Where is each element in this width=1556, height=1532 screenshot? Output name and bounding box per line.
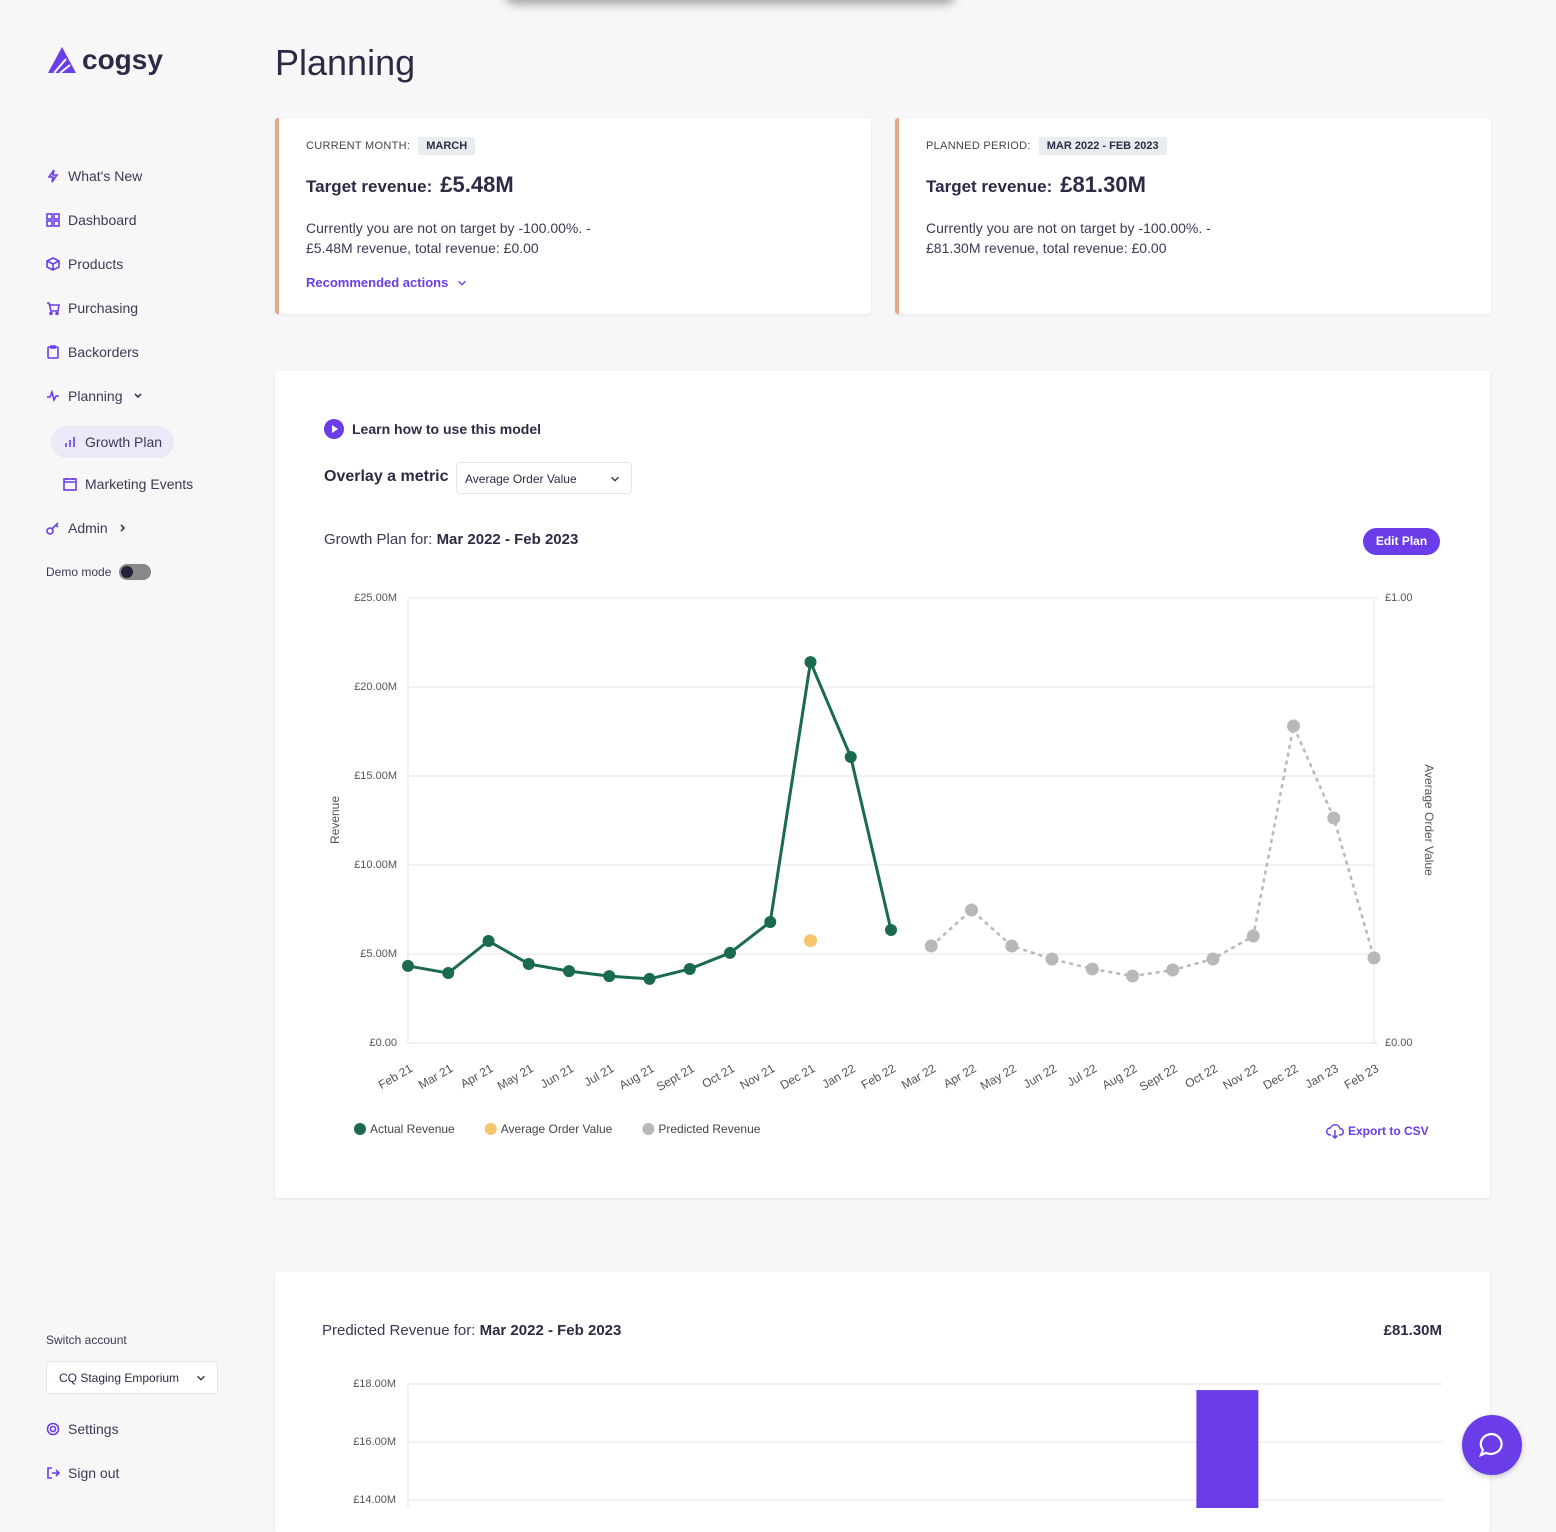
overlay-select[interactable]: Average Order Value [456, 462, 632, 494]
learn-link[interactable]: Learn how to use this model [324, 419, 541, 439]
overlay-value: Average Order Value [465, 472, 577, 486]
nav-label: Sign out [68, 1465, 120, 1481]
title-prefix: Predicted Revenue for: [322, 1322, 476, 1339]
toggle[interactable] [119, 564, 152, 580]
target-row: Target revenue: £81.30M [926, 172, 1146, 198]
account-name: CQ Staging Emporium [59, 1371, 180, 1385]
nav-label: Backorders [68, 344, 139, 360]
card-badge: MARCH [418, 137, 476, 155]
nav-label: Products [68, 256, 124, 272]
card-text: Currently you are not on target by -100.… [306, 218, 591, 258]
nav-item[interactable]: Planning [46, 388, 145, 404]
nav-item[interactable]: Products [46, 256, 123, 272]
target-label: Target revenue: [926, 177, 1053, 196]
nav-item[interactable]: Marketing Events [63, 476, 193, 492]
card-text: Currently you are not on target by -100.… [926, 218, 1211, 258]
nav-label: Planning [68, 388, 123, 404]
nav-item[interactable]: Admin [46, 520, 130, 536]
title-prefix: Growth Plan for: [324, 531, 433, 548]
nav-label: What's New [68, 168, 143, 184]
learn-label: Learn how to use this model [352, 421, 542, 437]
nav-label: Admin [68, 520, 108, 536]
card-line: Currently you are not on target by -100.… [306, 220, 591, 236]
export-label: Export to CSV [1348, 1124, 1429, 1138]
brand[interactable]: cogsy [46, 44, 163, 76]
logo [48, 47, 76, 74]
predicted-total: £81.30M [1383, 1322, 1442, 1339]
card-badge: MAR 2022 - FEB 2023 [1038, 137, 1167, 155]
target-value: £5.48M [440, 172, 514, 197]
nav-item[interactable]: Sign out [46, 1465, 119, 1481]
demo-label: Demo mode [46, 565, 112, 579]
target-card: PLANNED PERIOD: MAR 2022 - FEB 2023 Targe… [895, 118, 1491, 314]
card-line: £81.30M revenue, total revenue: £0.00 [926, 240, 1167, 256]
edit-plan-button[interactable]: Edit Plan [1363, 528, 1440, 555]
nav-label: Purchasing [68, 300, 139, 316]
card-label-row: CURRENT MONTH: MARCH [306, 137, 476, 155]
nav-label: Dashboard [68, 212, 137, 228]
card-line: £5.48M revenue, total revenue: £0.00 [306, 240, 539, 256]
card-line: Currently you are not on target by -100.… [926, 220, 1211, 236]
title-period: Mar 2022 - Feb 2023 [436, 531, 579, 548]
predicted-title: Predicted Revenue for: Mar 2022 - Feb 20… [322, 1322, 621, 1339]
card-label-row: PLANNED PERIOD: MAR 2022 - FEB 2023 [926, 137, 1167, 155]
growth-panel: Learn how to use this model Overlay a me… [275, 371, 1490, 1198]
account-select[interactable]: CQ Staging Emporium [46, 1361, 218, 1394]
nav-item-active[interactable]: Growth Plan [51, 426, 175, 458]
nav-label: Growth Plan [85, 434, 163, 450]
nav-item[interactable]: What's New [46, 168, 142, 184]
overlay-label: Overlay a metric [324, 468, 449, 485]
nav-item[interactable]: Dashboard [46, 212, 137, 228]
nav-label: Marketing Events [85, 476, 194, 492]
nav-item[interactable]: Backorders [46, 344, 139, 360]
target-row: Target revenue: £5.48M [306, 172, 514, 198]
card-label: CURRENT MONTH: [306, 140, 411, 152]
predicted-panel: Predicted Revenue for: Mar 2022 - Feb 20… [275, 1272, 1490, 1532]
chat-button[interactable] [1462, 1415, 1522, 1475]
recommended-actions[interactable]: Recommended actions [306, 275, 468, 290]
brand-name: cogsy [82, 44, 163, 75]
nav-label: Settings [68, 1421, 119, 1437]
nav-item[interactable]: Settings [46, 1421, 119, 1437]
nav-item[interactable]: Purchasing [46, 300, 138, 316]
target-card: CURRENT MONTH: MARCH Target revenue: £5.48… [275, 118, 871, 314]
action-label: Recommended actions [306, 275, 449, 290]
card-label: PLANNED PERIOD: [926, 140, 1031, 152]
target-label: Target revenue: [306, 177, 433, 196]
export-csv[interactable]: Export to CSV [1326, 1123, 1429, 1139]
target-value: £81.30M [1060, 172, 1146, 197]
title-period: Mar 2022 - Feb 2023 [479, 1322, 622, 1339]
growth-title: Growth Plan for: Mar 2022 - Feb 2023 [324, 531, 578, 548]
switch-account-label: Switch account [46, 1333, 127, 1347]
page-title: Planning [275, 42, 416, 83]
demo-mode: Demo mode [46, 564, 152, 580]
